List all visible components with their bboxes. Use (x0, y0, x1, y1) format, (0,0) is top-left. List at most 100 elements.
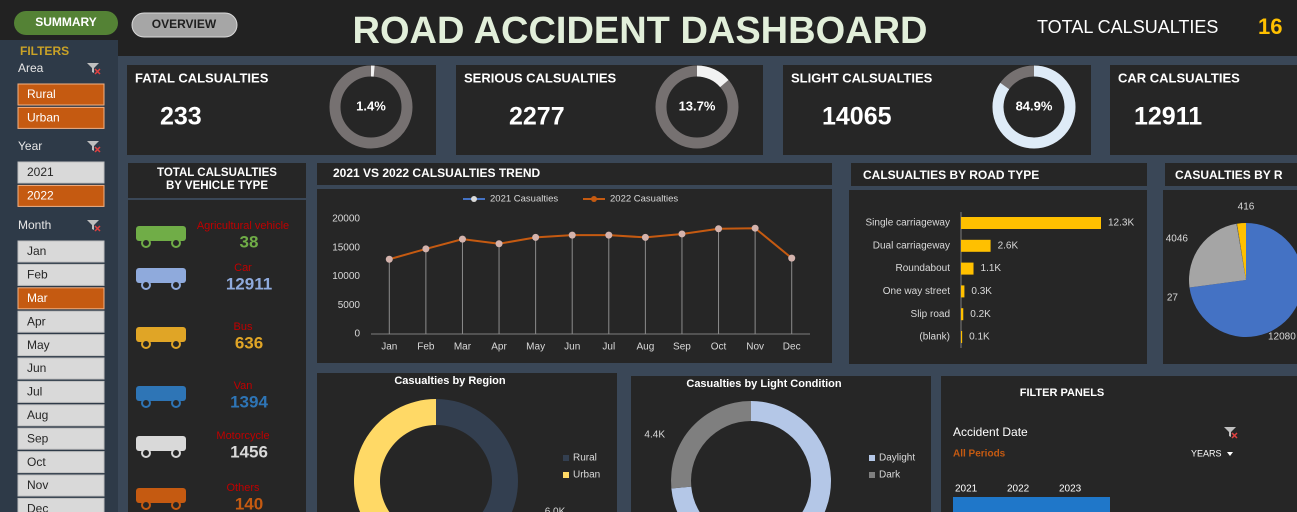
vehicle-icon-wheel (171, 280, 181, 290)
filter-button[interactable] (17, 83, 105, 106)
clear-filter-x[interactable] (94, 225, 101, 232)
vehicle-value: 140 (235, 494, 263, 512)
filter-button[interactable] (17, 357, 105, 380)
vehicle-icon-wheel (171, 448, 181, 458)
filter-button-label[interactable]: 2022 (27, 189, 54, 203)
vehicle-icon-wheel (141, 500, 151, 510)
filter-button[interactable] (17, 287, 105, 310)
kpi-percent: 1.4% (356, 98, 386, 113)
data-label: 416 (1238, 202, 1255, 213)
filter-button-label[interactable]: Apr (27, 314, 46, 328)
filter-button[interactable] (17, 240, 105, 263)
filter-button[interactable] (17, 404, 105, 427)
vehicle-label: Van (234, 380, 253, 392)
filter-button-label[interactable]: Dec (27, 502, 48, 512)
clear-filter-icon[interactable] (1224, 427, 1236, 437)
timeline-year[interactable]: 2021 (955, 484, 978, 495)
y-tick-label: Roundabout (896, 263, 951, 274)
filter-button-label[interactable]: Aug (27, 408, 48, 422)
vehicle-icon-body (136, 327, 186, 342)
chart-title-box (317, 163, 832, 185)
filter-button[interactable] (17, 184, 105, 207)
vehicle-icon-body (136, 488, 186, 503)
summary-button-label[interactable]: SUMMARY (35, 15, 97, 29)
y-tick-label: Single carriageway (866, 218, 951, 229)
chart-title: CASUALTIES BY R (1175, 168, 1283, 182)
filter-button[interactable] (17, 451, 105, 474)
filter-button-label[interactable]: Jun (27, 361, 46, 375)
pie-slice (1189, 223, 1297, 337)
overview-button[interactable] (131, 12, 238, 38)
chart-title: 2021 VS 2022 CALSUALTIES TREND (333, 166, 541, 180)
filter-button[interactable] (17, 263, 105, 286)
filter-button[interactable] (17, 310, 105, 333)
x-tick-label: Sep (673, 342, 691, 353)
filter-button[interactable] (17, 380, 105, 403)
legend-marker (471, 196, 477, 202)
vehicle-label: Bus (234, 321, 253, 333)
filter-button-label[interactable]: Oct (27, 455, 46, 469)
filter-button[interactable] (17, 497, 105, 512)
y-tick-label: Slip road (911, 309, 950, 320)
legend-label: Rural (573, 453, 597, 464)
filter-label: Area (18, 61, 44, 75)
clear-filter-x[interactable] (94, 146, 101, 153)
kpi-card (1110, 65, 1297, 155)
y-tick-label: 5000 (338, 300, 361, 311)
vehicle-icon-wheel (171, 339, 181, 349)
summary-button[interactable] (14, 11, 118, 35)
filter-button[interactable] (17, 334, 105, 357)
filter-button-label[interactable]: Jul (27, 385, 42, 399)
filter-label: Year (18, 139, 42, 153)
point (788, 254, 796, 262)
filter-button[interactable] (17, 474, 105, 497)
x-tick-label: Apr (491, 342, 507, 353)
data-label: 27 (1167, 293, 1179, 304)
vehicle-icon-body (136, 226, 186, 241)
point (385, 255, 393, 263)
timeline-level[interactable]: YEARS (1191, 448, 1222, 458)
filter-button-label[interactable]: Mar (27, 291, 48, 305)
clear-filter-icon[interactable] (87, 220, 99, 230)
filter-panel (941, 376, 1297, 512)
filter-button-label[interactable]: Urban (27, 111, 60, 125)
point (568, 231, 576, 239)
data-label: 6.0K (545, 507, 566, 512)
chart-title: Casualties by Region (394, 375, 506, 387)
clear-filter-icon[interactable] (87, 141, 99, 151)
filter-button[interactable] (17, 106, 105, 129)
legend-label: Dark (879, 470, 901, 481)
clear-filter-icon[interactable] (87, 63, 99, 73)
vehicle-value: 38 (240, 232, 259, 251)
filter-button[interactable] (17, 161, 105, 184)
overview-button-label[interactable]: OVERVIEW (152, 17, 217, 31)
panel-title-box (128, 163, 306, 198)
timeline-bar[interactable] (953, 497, 1110, 512)
clear-filter-x[interactable] (1231, 432, 1238, 439)
vehicle-icon-body (136, 386, 186, 401)
vehicle-icon-body (136, 268, 186, 283)
filter-button-label[interactable]: 2021 (27, 165, 54, 179)
filter-button-label[interactable]: Jan (27, 244, 46, 258)
vehicle-label: Others (226, 482, 260, 494)
chart-title-box (851, 163, 1147, 186)
filter-button[interactable] (17, 427, 105, 450)
timeline-period[interactable]: All Periods (953, 449, 1006, 460)
vehicle-icon-body (136, 436, 186, 451)
filter-button-label[interactable]: Rural (27, 87, 56, 101)
y-tick-label: 10000 (332, 271, 360, 282)
clear-filter-x[interactable] (94, 68, 101, 75)
timeline-year[interactable]: 2022 (1007, 484, 1030, 495)
filter-button-label[interactable]: May (27, 338, 50, 352)
donut-slice (671, 401, 832, 512)
vehicle-label: Car (234, 262, 252, 274)
vehicle-value: 1394 (230, 392, 268, 411)
data-label: 4.4K (644, 430, 665, 441)
filter-button-label[interactable]: Nov (27, 478, 48, 492)
timeline-level-arrow[interactable] (1227, 452, 1233, 456)
filter-button-label[interactable]: Sep (27, 431, 49, 445)
timeline-year[interactable]: 2023 (1059, 484, 1082, 495)
filter-button-label[interactable]: Feb (27, 268, 48, 282)
legend-swatch (869, 472, 875, 478)
